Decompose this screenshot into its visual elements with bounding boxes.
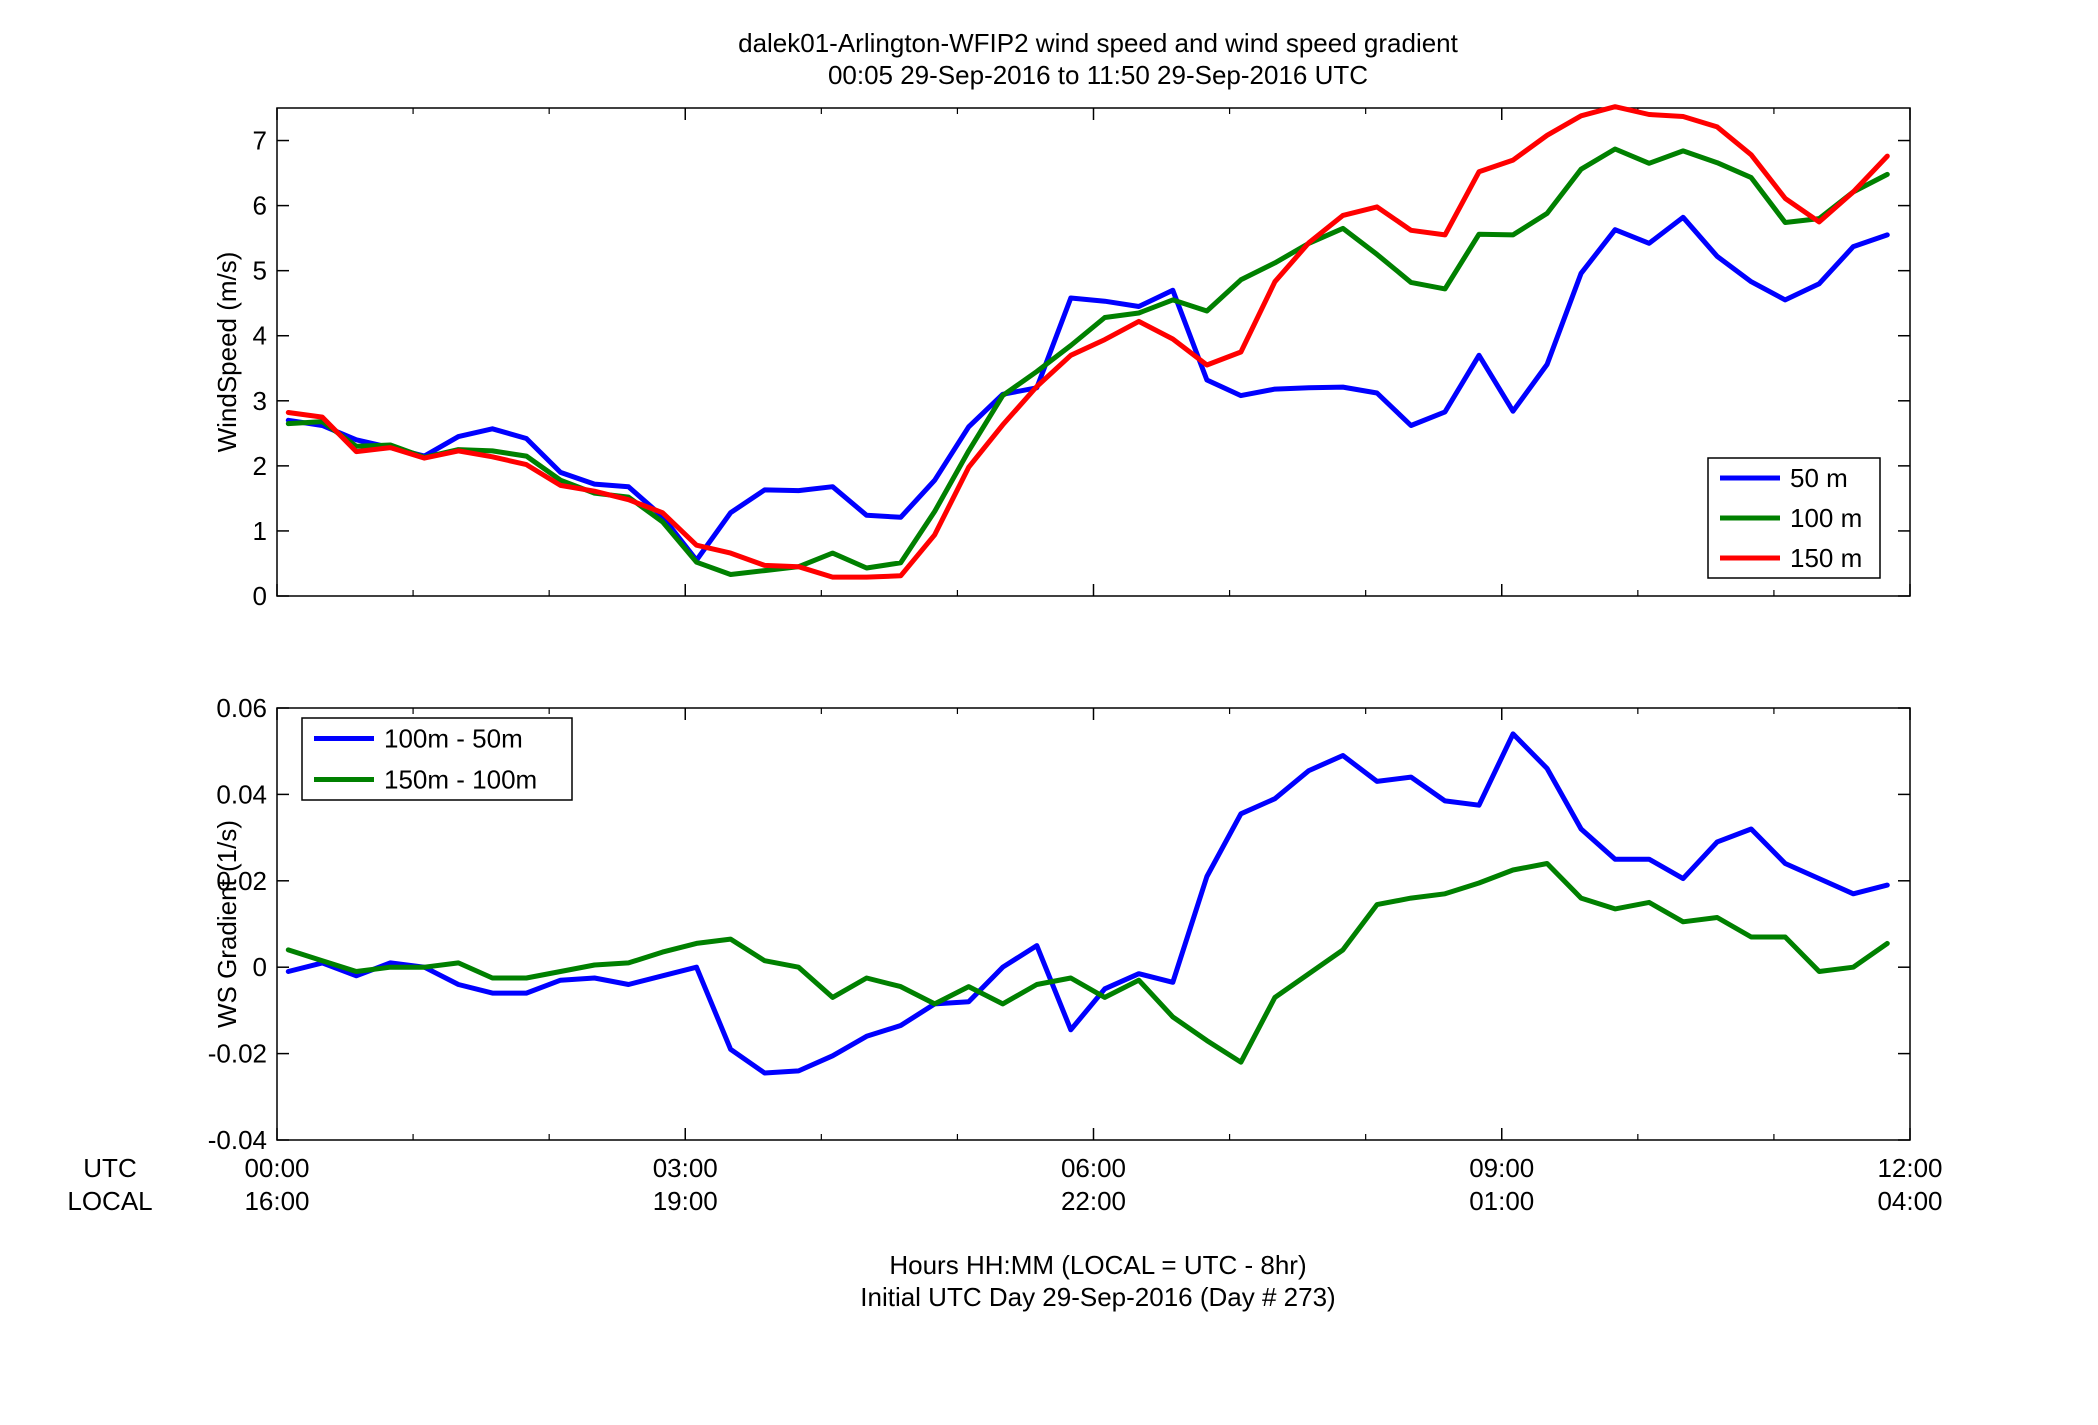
utc-tick-label: 00:00 — [244, 1153, 309, 1183]
wind-gradient-panel: -0.04 -0.02 0 0.02 0.04 0.06 WS Gradient (1/s)… — [208, 693, 1911, 1155]
local-tick-label: 01:00 — [1469, 1186, 1534, 1216]
y-tick-label: 1 — [253, 516, 267, 546]
utc-tick-label: 12:00 — [1877, 1153, 1942, 1183]
y-tick-label: 0.04 — [216, 779, 267, 809]
legend-label: 150m - 100m — [384, 765, 537, 795]
wind-speed-panel: 0 1 2 3 4 5 6 7 WindSpeed (m/s) 50 m 100 m 150 m — [212, 104, 1911, 611]
y-tick-label: -0.04 — [208, 1125, 267, 1155]
local-row-label: LOCAL — [67, 1186, 152, 1216]
x-axis-label-line2: Initial UTC Day 29-Sep-2016 (Day # 273) — [860, 1282, 1335, 1312]
y-tick-label: 3 — [253, 386, 267, 416]
y-axis-label: WindSpeed (m/s) — [212, 252, 242, 453]
series-line — [285, 104, 1890, 580]
legend-label: 100 m — [1790, 503, 1862, 533]
utc-tick-label: 09:00 — [1469, 1153, 1534, 1183]
chart-title-line1: dalek01-Arlington-WFIP2 wind speed and w… — [738, 28, 1459, 58]
time-axis: 00:00 03:00 06:00 09:00 12:00 16:00 19:00 22:00… — [244, 1153, 1942, 1216]
y-tick-label: 5 — [253, 256, 267, 286]
local-tick-label: 16:00 — [244, 1186, 309, 1216]
legend-label: 150 m — [1790, 543, 1862, 573]
series-line — [285, 214, 1890, 563]
y-tick-label: 0 — [253, 952, 267, 982]
chart-title-line2: 00:05 29-Sep-2016 to 11:50 29-Sep-2016 U… — [828, 60, 1368, 90]
local-tick-label: 22:00 — [1061, 1186, 1126, 1216]
y-tick-label: 6 — [253, 191, 267, 221]
plot-frame — [276, 107, 1911, 597]
y-tick-label: 0.06 — [216, 693, 267, 723]
series-line — [285, 731, 1890, 1076]
y-axis-label: WS Gradient (1/s) — [212, 820, 242, 1028]
y-tick-label: 4 — [253, 321, 267, 351]
series-line — [285, 146, 1890, 577]
legend-label: 50 m — [1790, 463, 1848, 493]
y-tick-label: -0.02 — [208, 1039, 267, 1069]
y-tick-label: 7 — [253, 126, 267, 156]
legend-box — [301, 717, 573, 801]
utc-row-label: UTC — [83, 1153, 136, 1183]
series-line — [285, 861, 1890, 1065]
local-tick-label: 04:00 — [1877, 1186, 1942, 1216]
y-tick-label: 0.02 — [216, 866, 267, 896]
y-tick-label: 0 — [253, 581, 267, 611]
utc-tick-label: 03:00 — [653, 1153, 718, 1183]
legend-label: 100m - 50m — [384, 724, 523, 754]
x-axis-label-line1: Hours HH:MM (LOCAL = UTC - 8hr) — [889, 1250, 1306, 1280]
utc-tick-label: 06:00 — [1061, 1153, 1126, 1183]
local-tick-label: 19:00 — [653, 1186, 718, 1216]
y-tick-label: 2 — [253, 451, 267, 481]
